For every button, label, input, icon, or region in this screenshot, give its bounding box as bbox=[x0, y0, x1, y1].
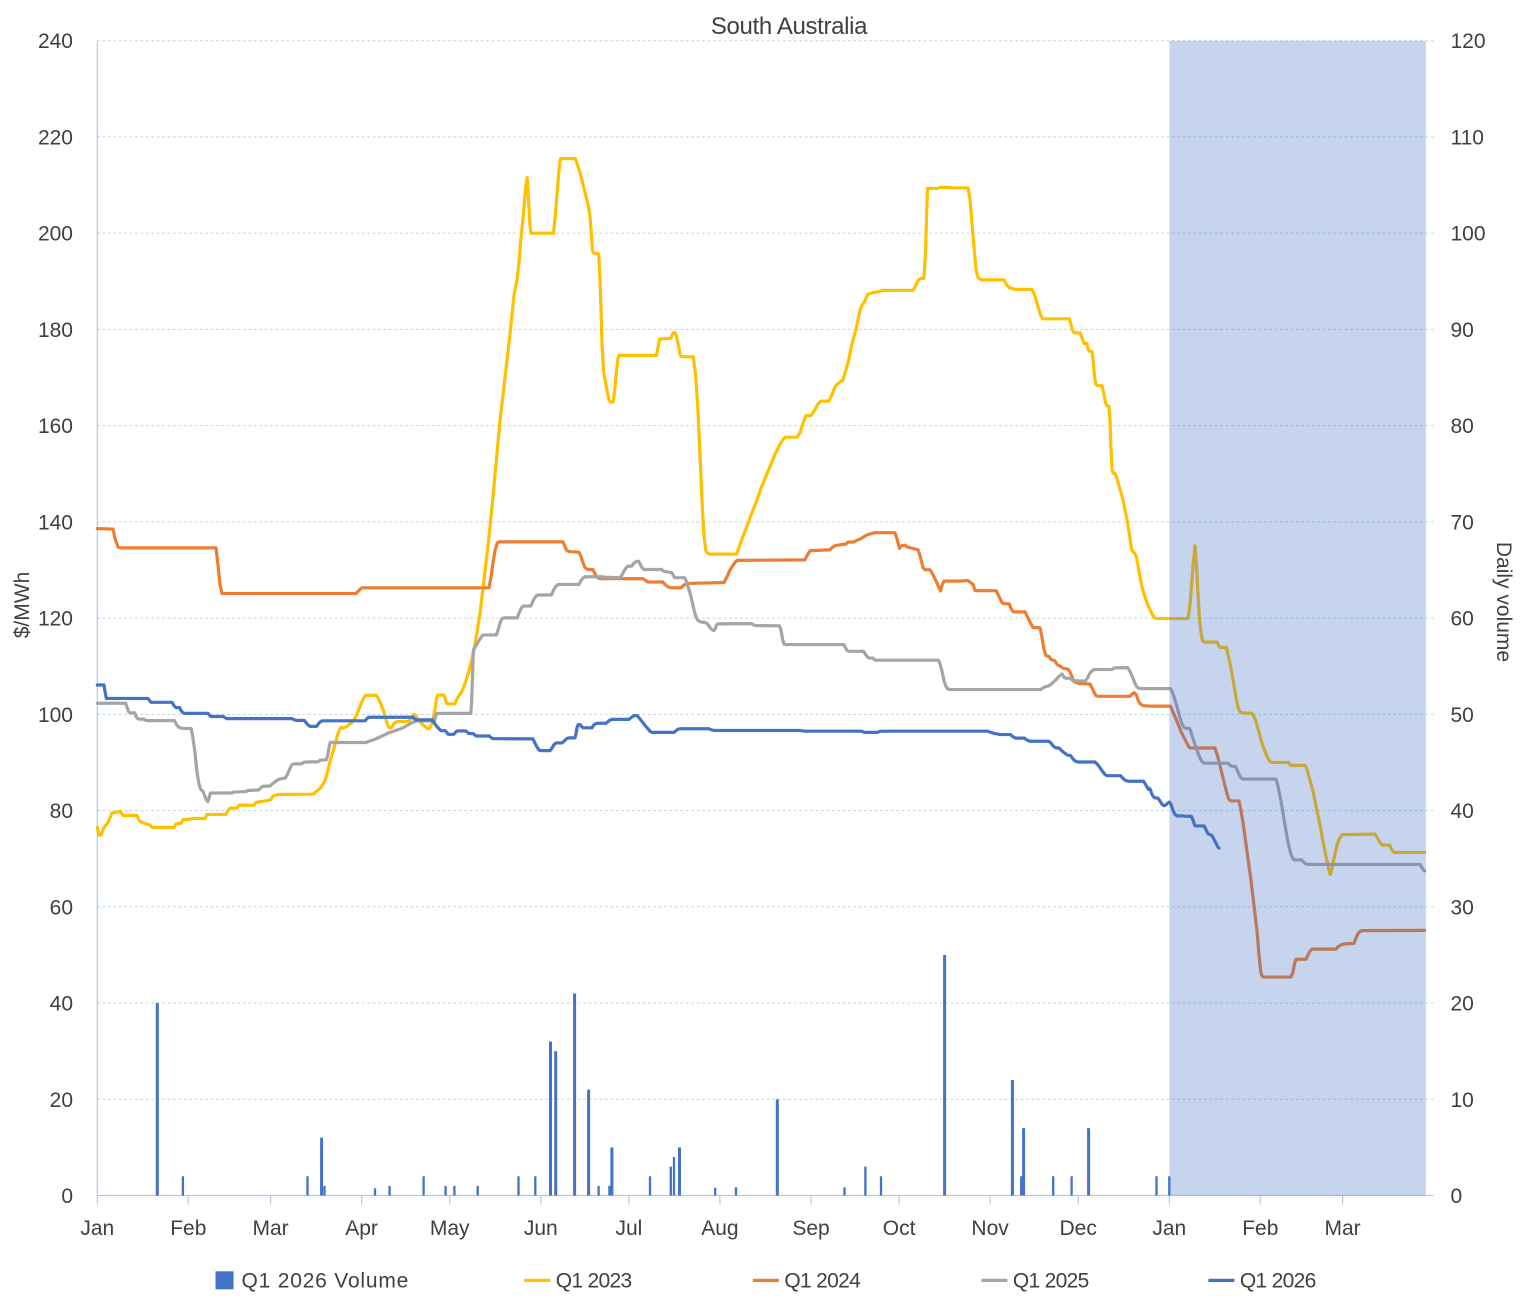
svg-text:Jan: Jan bbox=[1152, 1217, 1186, 1240]
svg-text:Q1 2026 Volume: Q1 2026 Volume bbox=[242, 1270, 410, 1293]
svg-text:Feb: Feb bbox=[1242, 1217, 1278, 1240]
svg-text:40: 40 bbox=[1451, 800, 1474, 823]
svg-text:20: 20 bbox=[50, 1089, 73, 1112]
svg-text:Oct: Oct bbox=[883, 1217, 916, 1240]
svg-text:Jul: Jul bbox=[615, 1217, 642, 1240]
svg-text:70: 70 bbox=[1451, 511, 1474, 534]
svg-text:Nov: Nov bbox=[971, 1217, 1009, 1240]
svg-text:200: 200 bbox=[38, 223, 73, 246]
svg-text:120: 120 bbox=[38, 608, 73, 631]
svg-text:$/MWh: $/MWh bbox=[11, 572, 34, 639]
svg-text:60: 60 bbox=[50, 896, 73, 919]
svg-text:Q1 2023: Q1 2023 bbox=[556, 1270, 632, 1293]
svg-text:Q1 2024: Q1 2024 bbox=[784, 1270, 861, 1293]
svg-text:110: 110 bbox=[1451, 126, 1484, 149]
svg-text:50: 50 bbox=[1451, 704, 1474, 727]
svg-text:Q1 2025: Q1 2025 bbox=[1013, 1270, 1089, 1293]
svg-text:90: 90 bbox=[1451, 319, 1474, 342]
svg-text:Dec: Dec bbox=[1060, 1217, 1097, 1240]
svg-text:South Australia: South Australia bbox=[711, 13, 868, 40]
svg-text:30: 30 bbox=[1451, 896, 1474, 919]
svg-text:Mar: Mar bbox=[253, 1217, 289, 1240]
svg-text:Sep: Sep bbox=[792, 1217, 829, 1240]
svg-text:140: 140 bbox=[38, 511, 73, 534]
svg-text:80: 80 bbox=[1451, 415, 1474, 438]
svg-text:Feb: Feb bbox=[170, 1217, 206, 1240]
svg-text:40: 40 bbox=[50, 993, 73, 1016]
svg-text:120: 120 bbox=[1451, 30, 1486, 53]
svg-text:0: 0 bbox=[61, 1185, 73, 1208]
svg-text:100: 100 bbox=[38, 704, 73, 727]
svg-text:10: 10 bbox=[1451, 1089, 1474, 1112]
svg-text:100: 100 bbox=[1451, 223, 1486, 246]
svg-text:0: 0 bbox=[1451, 1185, 1463, 1208]
svg-text:160: 160 bbox=[38, 415, 73, 438]
svg-text:Aug: Aug bbox=[701, 1217, 738, 1240]
svg-text:80: 80 bbox=[50, 800, 73, 823]
svg-text:220: 220 bbox=[38, 126, 73, 149]
svg-text:180: 180 bbox=[38, 319, 73, 342]
svg-text:May: May bbox=[430, 1217, 470, 1240]
svg-text:Mar: Mar bbox=[1325, 1217, 1361, 1240]
svg-text:60: 60 bbox=[1451, 608, 1474, 631]
svg-text:Daily volume: Daily volume bbox=[1492, 542, 1515, 662]
svg-text:Jun: Jun bbox=[524, 1217, 558, 1240]
svg-text:Apr: Apr bbox=[345, 1217, 378, 1240]
svg-text:Jan: Jan bbox=[80, 1217, 114, 1240]
svg-text:20: 20 bbox=[1451, 993, 1474, 1016]
svg-text:Q1 2026: Q1 2026 bbox=[1240, 1270, 1316, 1293]
svg-text:240: 240 bbox=[38, 30, 73, 53]
